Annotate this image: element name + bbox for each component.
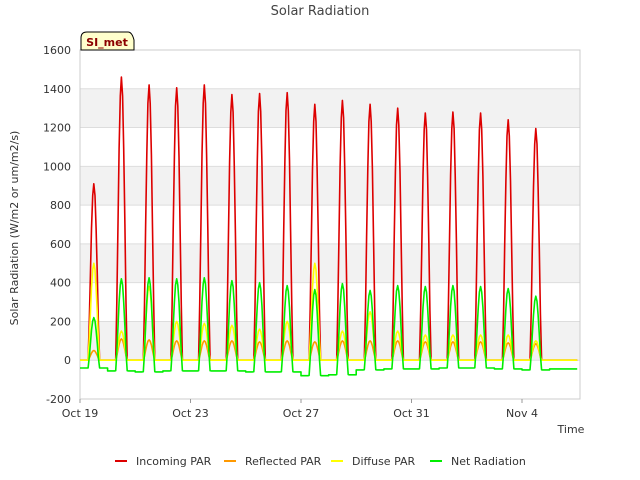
series-line-diffuse-par: [80, 262, 578, 362]
station-badge: SI_met: [80, 31, 135, 51]
x-axis-ticks: Oct 19 Oct 23 Oct 27 Oct 31 Nov 4: [62, 399, 538, 420]
series-layer: [80, 76, 578, 377]
x-tick-label: Oct 31: [393, 407, 430, 420]
x-tick-label: Oct 27: [283, 407, 320, 420]
plot-band: [80, 88, 580, 128]
y-tick-label: 1600: [43, 44, 71, 57]
plot-bands: [80, 88, 580, 361]
y-tick-label: 200: [50, 315, 71, 328]
x-axis-title: Time: [557, 423, 585, 436]
y-tick-label: 800: [50, 199, 71, 212]
legend: Incoming PAR Reflected PAR Diffuse PAR Net …: [115, 455, 526, 468]
y-tick-label: 600: [50, 238, 71, 251]
x-tick-label: Oct 19: [62, 407, 99, 420]
y-axis-ticks: -200 0 200 400 600 800 1000 1200 1400 1600: [43, 44, 71, 406]
y-tick-label: -200: [46, 393, 71, 406]
legend-label: Diffuse PAR: [352, 455, 416, 468]
station-badge-box: [80, 31, 135, 51]
legend-label: Reflected PAR: [245, 455, 322, 468]
series-line-net-radiation: [80, 276, 578, 377]
y-axis-title: Solar Radiation (W/m2 or um/m2/s): [8, 131, 21, 326]
chart-title: Solar Radiation: [271, 4, 370, 19]
y-tick-label: 400: [50, 277, 71, 290]
x-tick-label: Nov 4: [506, 407, 538, 420]
x-tick-label: Oct 23: [172, 407, 209, 420]
y-tick-label: 1000: [43, 160, 71, 173]
legend-label: Net Radiation: [451, 455, 526, 468]
legend-label: Incoming PAR: [136, 455, 212, 468]
station-badge-label: SI_met: [86, 36, 128, 49]
plot-frame: [79, 49, 581, 400]
y-tick-label: 0: [64, 354, 71, 367]
plot-band: [80, 243, 580, 283]
y-tick-label: 1200: [43, 122, 71, 135]
y-tick-label: 1400: [43, 83, 71, 96]
plot-band: [80, 166, 580, 206]
plot-band: [80, 321, 580, 361]
